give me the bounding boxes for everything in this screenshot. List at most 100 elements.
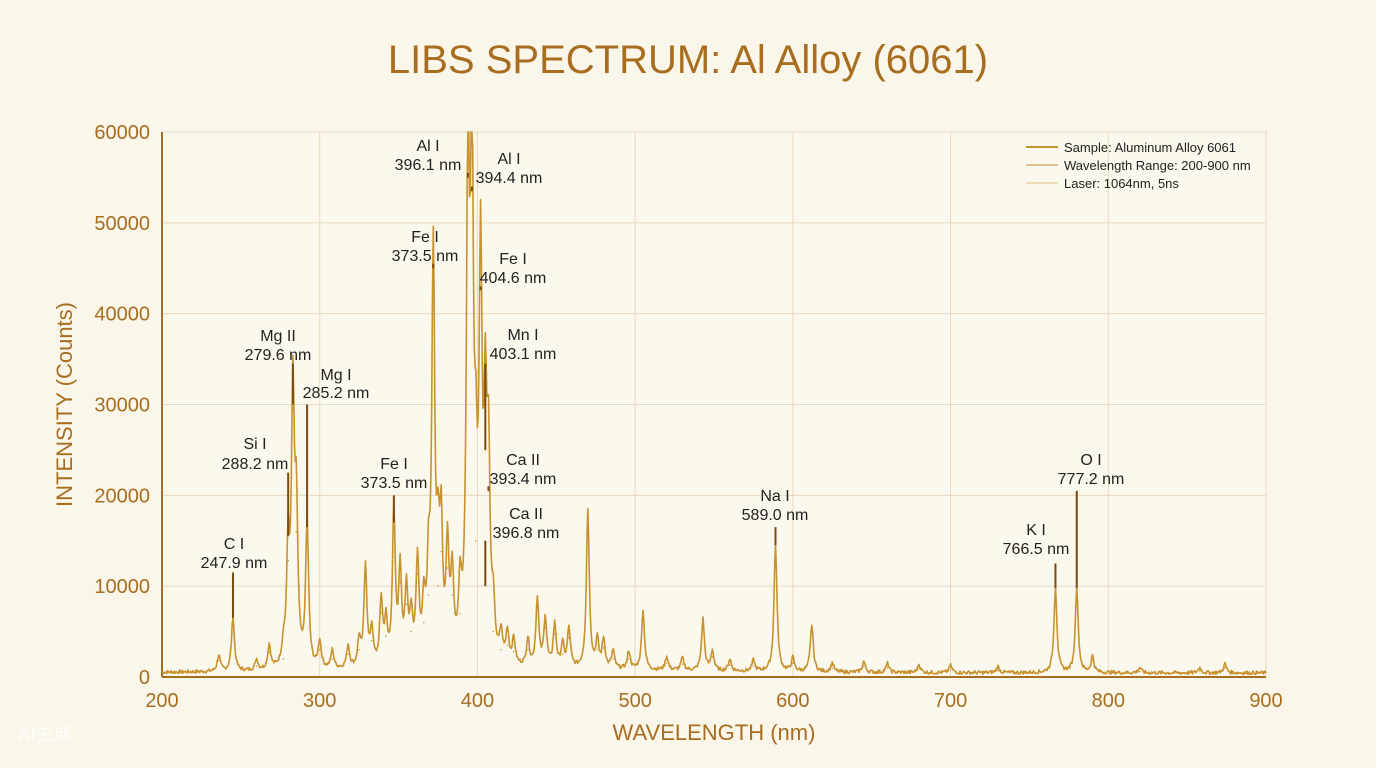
spectrum-peak-point bbox=[997, 669, 999, 672]
spectrum-peak-point bbox=[217, 659, 220, 662]
spectrum-peak-point bbox=[459, 612, 461, 615]
spectrum-peak-point bbox=[1075, 589, 1078, 592]
peak-label-element: Ca II bbox=[506, 452, 540, 469]
spectrum-peak-point bbox=[282, 658, 285, 660]
peak-label-element: C I bbox=[224, 536, 244, 553]
spectrum-peak-point bbox=[1139, 670, 1141, 673]
y-tick-label: 40000 bbox=[94, 304, 150, 326]
chart-title: LIBS SPECTRUM: Al Alloy (6061) bbox=[387, 38, 989, 82]
spectrum-peak-point bbox=[863, 665, 865, 667]
spectrum-peak-point bbox=[423, 621, 425, 624]
legend-entry: Sample: Aluminum Alloy 6061 bbox=[1064, 140, 1236, 155]
x-tick-label: 300 bbox=[303, 690, 336, 712]
y-tick-label: 10000 bbox=[94, 576, 150, 598]
spectrum-peak-point bbox=[568, 637, 570, 639]
spectrum-peak-point bbox=[587, 517, 589, 519]
peak-label-wavelength: 247.9 nm bbox=[201, 555, 268, 572]
peak-label-element: Mn I bbox=[507, 327, 538, 344]
spectrum-peak-point bbox=[451, 594, 453, 597]
spectrum-peak-point bbox=[358, 648, 360, 651]
x-tick-label: 700 bbox=[934, 690, 967, 712]
spectrum-peak-point bbox=[268, 651, 271, 654]
peak-label-wavelength: 393.4 nm bbox=[490, 471, 557, 488]
peak-label-wavelength: 403.1 nm bbox=[490, 346, 557, 363]
spectrum-peak-point bbox=[427, 594, 430, 597]
peak-label-element: Mg I bbox=[320, 367, 351, 384]
spectrum-peak-point bbox=[1054, 589, 1057, 592]
spectrum-peak-point bbox=[810, 628, 813, 631]
spectrum-peak-point bbox=[410, 630, 412, 633]
spectrum-peak-point bbox=[306, 530, 308, 533]
spectrum-peak-point bbox=[475, 539, 477, 542]
peak-label-wavelength: 288.2 nm bbox=[222, 456, 289, 473]
spectrum-peak-point bbox=[437, 585, 439, 587]
spectrum-peak-point bbox=[318, 648, 321, 651]
spectrum-series-line bbox=[161, 131, 1267, 676]
y-tick-label: 30000 bbox=[94, 395, 150, 417]
spectrum-peak-point bbox=[681, 663, 684, 666]
spectrum-peak-point bbox=[512, 650, 515, 653]
legend-entry: Wavelength Range: 200-900 nm bbox=[1064, 158, 1251, 173]
spectrum-peak-point bbox=[711, 656, 714, 658]
spectrum-peak-point bbox=[949, 668, 952, 671]
peak-label-wavelength: 373.5 nm bbox=[392, 248, 459, 265]
x-tick-label: 800 bbox=[1092, 690, 1125, 712]
spectrum-peak-point bbox=[792, 662, 794, 665]
spectrum-peak-point bbox=[702, 624, 704, 627]
x-tick-label: 600 bbox=[776, 690, 809, 712]
y-tick-label: 60000 bbox=[94, 122, 150, 144]
spectrum-peak-point bbox=[364, 573, 367, 576]
spectrum-peak-point bbox=[287, 559, 289, 562]
watermark: AI生成 bbox=[18, 724, 72, 745]
spectrum-peak-point bbox=[416, 573, 419, 576]
spectrum-peak-point bbox=[440, 550, 442, 553]
spectrum-peak-point bbox=[642, 616, 644, 618]
y-tick-label: 0 bbox=[139, 667, 150, 689]
spectrum-peak-point bbox=[500, 648, 502, 651]
spectrum-peak-point bbox=[561, 653, 564, 656]
spectrum-peak-point bbox=[255, 665, 258, 667]
spectrum-peak-point bbox=[393, 524, 395, 527]
spectrum-peak-point bbox=[553, 633, 556, 636]
spectrum-peak-point bbox=[292, 408, 294, 410]
spectrum-peak-point bbox=[492, 630, 495, 633]
spectrum-peak-point bbox=[536, 607, 539, 609]
spectrum-peak-point bbox=[628, 658, 630, 660]
peak-label-wavelength: 394.4 nm bbox=[476, 170, 543, 187]
spectrum-peak-point bbox=[544, 627, 547, 629]
peak-label-wavelength: 777.2 nm bbox=[1058, 471, 1125, 488]
x-axis-label: WAVELENGTH (nm) bbox=[613, 720, 816, 745]
spectrum-peak-point bbox=[232, 621, 234, 624]
spectrum-peak-point bbox=[380, 611, 383, 614]
y-tick-label: 50000 bbox=[94, 213, 150, 235]
spectrum-peak-point bbox=[1198, 670, 1201, 673]
peak-label-element: Al I bbox=[416, 138, 439, 155]
spectrum-peak-point bbox=[295, 530, 298, 533]
spectrum-peak-point bbox=[385, 635, 387, 637]
peak-label-wavelength: 285.2 nm bbox=[303, 385, 370, 402]
spectrum-peak-point bbox=[665, 662, 668, 665]
x-tick-label: 400 bbox=[461, 690, 494, 712]
peak-label-wavelength: 373.5 nm bbox=[361, 475, 428, 492]
y-axis-label: INTENSITY (Counts) bbox=[52, 302, 77, 507]
spectrum-peak-point bbox=[405, 603, 408, 606]
peak-label-element: Fe I bbox=[411, 229, 439, 246]
peak-label-wavelength: 766.5 nm bbox=[1003, 541, 1070, 558]
spectrum-peak-point bbox=[752, 665, 755, 667]
peak-label-element: K I bbox=[1026, 522, 1046, 539]
peak-label-wavelength: 279.6 nm bbox=[245, 347, 312, 364]
spectrum-peak-point bbox=[331, 658, 334, 660]
peak-label-element: Si I bbox=[243, 436, 266, 453]
peak-label-element: O I bbox=[1080, 452, 1101, 469]
peak-label-wavelength: 404.6 nm bbox=[480, 270, 547, 287]
spectrum-peak-point bbox=[774, 549, 777, 551]
spectrum-peak-point bbox=[918, 668, 920, 670]
spectrum-peak-point bbox=[602, 647, 605, 649]
peak-label-element: Mg II bbox=[260, 328, 296, 345]
spectrum-peak-point bbox=[728, 664, 731, 666]
x-tick-label: 900 bbox=[1249, 690, 1282, 712]
spectrum-peak-point bbox=[612, 658, 614, 660]
spectrum-peak-point bbox=[370, 639, 373, 642]
x-tick-label: 200 bbox=[145, 690, 178, 712]
